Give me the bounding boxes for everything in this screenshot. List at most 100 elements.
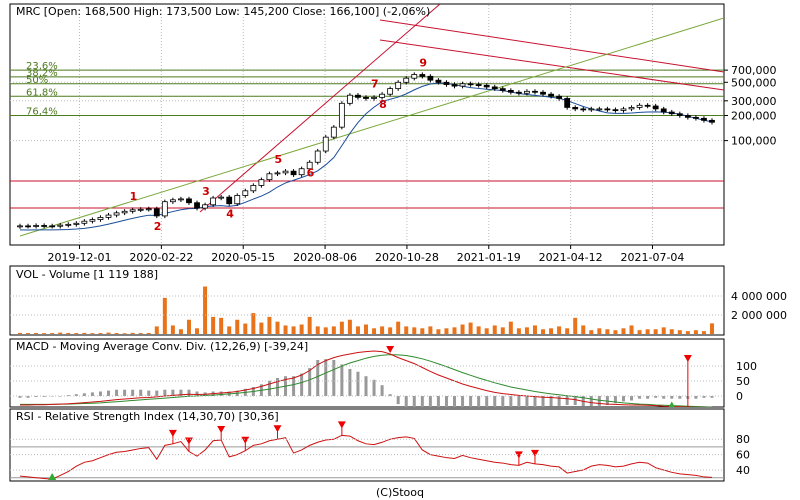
volume-bar <box>621 328 626 334</box>
rsi-y-tick-label: 60 <box>736 449 750 462</box>
macd-histogram-bar <box>605 396 609 405</box>
volume-bar <box>26 333 31 334</box>
candle-body <box>234 195 241 205</box>
macd-histogram-bar <box>74 394 78 396</box>
candle-body <box>612 109 619 112</box>
volume-bar <box>629 325 634 334</box>
volume-bar <box>508 321 513 334</box>
candle-body <box>515 91 522 94</box>
volume-bar <box>331 326 336 334</box>
candle-body <box>33 225 39 227</box>
candle-body <box>507 89 514 93</box>
macd-histogram-bar <box>638 396 642 399</box>
macd-histogram-bar <box>493 396 497 407</box>
candle-body <box>604 108 611 111</box>
macd-histogram-bar <box>123 389 127 396</box>
candle-body <box>709 119 715 123</box>
volume-bar <box>412 327 417 334</box>
volume-bar <box>549 328 554 334</box>
macd-histogram-bar <box>364 376 368 396</box>
candle-body <box>435 79 442 83</box>
volume-bar <box>516 328 521 334</box>
macd-histogram-bar <box>517 396 521 407</box>
footer-credit: (C)Stooq <box>376 486 424 499</box>
rsi-axis: 40 60 80 <box>10 433 750 477</box>
price-y-tick-label: 200,000 <box>731 109 777 122</box>
uptrend-line <box>199 4 441 213</box>
wave-label: 4 <box>226 208 234 221</box>
macd-histogram-bar <box>702 396 706 398</box>
candle-body <box>314 150 321 163</box>
candle-body <box>701 117 707 121</box>
volume-bar <box>227 326 232 334</box>
rsi-line <box>19 434 713 480</box>
volume-bar <box>243 323 248 334</box>
macd-histogram-bar <box>275 378 279 396</box>
candle-body <box>25 225 31 228</box>
candle-body <box>226 196 233 205</box>
candle-body <box>524 90 530 94</box>
volume-bar <box>524 327 529 334</box>
macd-histogram-bar <box>90 392 94 396</box>
volume-bar <box>211 316 216 334</box>
candle-body <box>17 225 23 228</box>
price-panel-frame <box>9 3 725 246</box>
volume-bar <box>203 286 208 334</box>
macd-histogram-bar <box>187 389 191 396</box>
volume-y-tick-label: 4 000 000 <box>731 290 787 303</box>
volume-bar <box>597 328 602 334</box>
macd-histogram-bar <box>646 396 650 399</box>
candle-body <box>371 96 377 99</box>
candle-body <box>467 83 474 86</box>
macd-histogram-bar <box>428 396 432 407</box>
volume-panel-frame <box>9 265 725 336</box>
candle-body <box>483 84 490 88</box>
volume-axis: 2 000 000 4 000 000 <box>10 290 787 322</box>
volume-bar <box>468 322 473 334</box>
price-panel-title: MRC [Open: 168,500 High: 173,500 Low: 14… <box>16 5 430 18</box>
volume-bar <box>541 329 546 334</box>
macd-histogram-bar <box>388 394 392 396</box>
rsi-sell-marker <box>514 451 523 459</box>
volume-bar <box>291 326 296 334</box>
candle-body <box>322 136 329 152</box>
macd-histogram-bar <box>533 396 537 407</box>
macd-histogram-bar <box>630 396 634 401</box>
volume-bar <box>388 327 393 334</box>
volume-bar <box>98 333 103 334</box>
candle-body <box>596 108 603 111</box>
volume-bar <box>154 326 159 334</box>
candle-body <box>419 74 426 77</box>
candle-body <box>564 98 571 108</box>
candle-body <box>443 81 450 85</box>
volume-bar <box>90 333 95 334</box>
candle-body <box>338 102 345 128</box>
wave-label: 2 <box>154 220 162 233</box>
macd-y-tick-label: 0 <box>736 390 743 403</box>
volume-bar <box>355 326 360 334</box>
volume-bar <box>275 321 280 334</box>
volume-bar <box>339 321 344 334</box>
rsi-buy-marker <box>48 473 57 480</box>
macd-histogram-bar <box>34 396 38 397</box>
macd-histogram-bar <box>163 389 167 396</box>
volume-bar <box>195 328 200 334</box>
macd-histogram-bar <box>557 396 561 406</box>
price-x-tick-label: 2020-10-28 <box>375 251 439 264</box>
wave-label: 6 <box>307 166 315 179</box>
long-green-trend-line <box>19 17 724 237</box>
candle-body <box>355 94 361 98</box>
fib-level-label: 61,8% <box>26 87 58 98</box>
candle-body <box>89 219 96 222</box>
candle-body <box>451 84 458 87</box>
candle-body <box>693 116 699 119</box>
volume-bar <box>299 324 304 334</box>
candle-body <box>274 172 281 175</box>
price-overlays <box>10 4 724 237</box>
volume-bar <box>82 332 87 334</box>
volume-bar <box>404 326 409 334</box>
volume-bar <box>372 328 377 334</box>
candle-body <box>628 107 635 110</box>
candle-body <box>97 216 104 220</box>
candle-body <box>145 208 152 211</box>
